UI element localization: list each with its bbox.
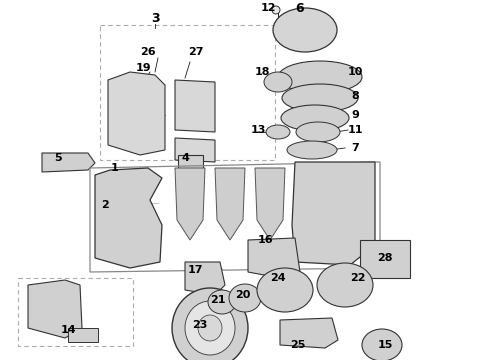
Polygon shape bbox=[175, 138, 215, 162]
Polygon shape bbox=[42, 153, 95, 172]
Text: 9: 9 bbox=[351, 110, 359, 120]
Ellipse shape bbox=[281, 105, 349, 131]
Text: 24: 24 bbox=[270, 273, 286, 283]
Text: 26: 26 bbox=[140, 47, 156, 57]
Text: 15: 15 bbox=[377, 340, 392, 350]
Ellipse shape bbox=[362, 329, 402, 360]
Bar bbox=[178, 155, 203, 169]
Text: 1: 1 bbox=[111, 163, 119, 173]
Ellipse shape bbox=[272, 6, 280, 14]
Polygon shape bbox=[108, 72, 165, 155]
Polygon shape bbox=[95, 168, 162, 268]
Text: 11: 11 bbox=[347, 125, 363, 135]
Bar bbox=[360, 240, 410, 278]
Text: 6: 6 bbox=[295, 1, 304, 14]
Polygon shape bbox=[280, 318, 338, 348]
Text: 14: 14 bbox=[60, 325, 76, 335]
Ellipse shape bbox=[282, 84, 358, 112]
Ellipse shape bbox=[257, 268, 313, 312]
Polygon shape bbox=[248, 238, 300, 278]
Polygon shape bbox=[185, 262, 225, 295]
Ellipse shape bbox=[296, 122, 340, 142]
Ellipse shape bbox=[185, 301, 235, 355]
Text: 2: 2 bbox=[101, 200, 109, 210]
Ellipse shape bbox=[317, 263, 373, 307]
Polygon shape bbox=[215, 168, 245, 240]
Text: 22: 22 bbox=[350, 273, 366, 283]
Text: 19: 19 bbox=[135, 63, 151, 73]
Polygon shape bbox=[255, 168, 285, 240]
Text: 21: 21 bbox=[210, 295, 226, 305]
Ellipse shape bbox=[266, 125, 290, 139]
Text: 4: 4 bbox=[181, 153, 189, 163]
Text: 28: 28 bbox=[377, 253, 393, 263]
Text: 5: 5 bbox=[54, 153, 62, 163]
Text: 8: 8 bbox=[351, 91, 359, 101]
Bar bbox=[68, 328, 98, 342]
Text: 18: 18 bbox=[254, 67, 270, 77]
Text: 25: 25 bbox=[290, 340, 306, 350]
Ellipse shape bbox=[287, 141, 337, 159]
Bar bbox=[100, 25, 275, 160]
Bar bbox=[18, 278, 133, 346]
Ellipse shape bbox=[172, 288, 248, 360]
Ellipse shape bbox=[273, 8, 337, 52]
Ellipse shape bbox=[229, 284, 261, 312]
Ellipse shape bbox=[198, 315, 222, 341]
Ellipse shape bbox=[264, 72, 292, 92]
Text: 27: 27 bbox=[188, 47, 204, 57]
Ellipse shape bbox=[208, 290, 236, 314]
Polygon shape bbox=[175, 80, 215, 132]
Text: 3: 3 bbox=[151, 12, 159, 24]
Ellipse shape bbox=[278, 61, 362, 93]
Text: 10: 10 bbox=[347, 67, 363, 77]
Text: 16: 16 bbox=[257, 235, 273, 245]
Text: 20: 20 bbox=[235, 290, 251, 300]
Text: 7: 7 bbox=[351, 143, 359, 153]
Polygon shape bbox=[175, 168, 205, 240]
Text: 23: 23 bbox=[192, 320, 208, 330]
Text: 17: 17 bbox=[187, 265, 203, 275]
Text: 12: 12 bbox=[260, 3, 276, 13]
Text: 13: 13 bbox=[250, 125, 266, 135]
Polygon shape bbox=[28, 280, 82, 338]
Polygon shape bbox=[292, 162, 375, 265]
